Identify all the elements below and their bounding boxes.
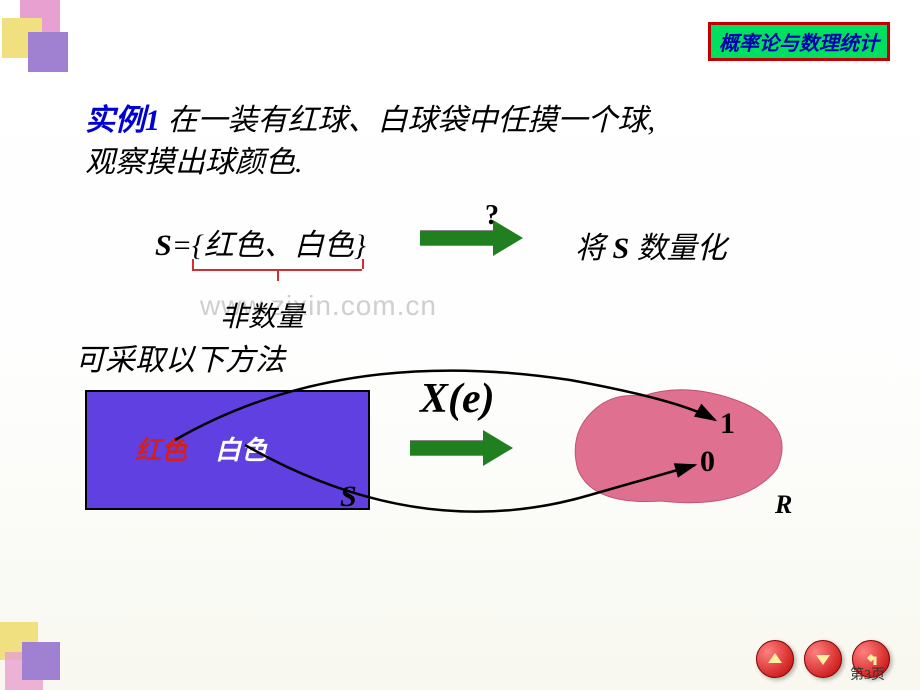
page-number: 第3页	[850, 664, 885, 684]
nav-up-button[interactable]	[756, 640, 794, 678]
value-1: 1	[720, 407, 735, 441]
arrow-2-shaft	[410, 440, 485, 456]
corner-decoration-top	[0, 0, 80, 80]
quantify-post: 数量化	[629, 232, 727, 265]
example-line-2: 观察摸出球颜色.	[85, 137, 303, 181]
method-text: 可采取以下方法	[75, 335, 285, 379]
quantify-text: 将 S 数量化	[575, 223, 727, 267]
quantify-S: S	[613, 232, 630, 265]
S-equals: ={红色、白色}	[172, 229, 366, 262]
bracket-stem	[277, 269, 279, 281]
bracket-right	[362, 259, 364, 269]
nav-down-button[interactable]	[804, 640, 842, 678]
quantify-pre: 将	[575, 232, 613, 265]
value-0: 0	[700, 445, 715, 479]
range-blob	[550, 385, 800, 515]
white-ball-text: 白色	[215, 430, 267, 467]
example-label: 实例1	[85, 104, 160, 137]
red-ball-text: 红色	[135, 430, 187, 467]
arrow-1-shaft	[420, 230, 495, 246]
non-quantity-label: 非数量	[220, 295, 304, 335]
example-text-1: 在一装有红球、白球袋中任摸一个球,	[160, 104, 655, 137]
S-box-label: S	[340, 480, 357, 514]
question-mark: ?	[485, 200, 499, 232]
R-label: R	[775, 490, 792, 520]
corner-decoration-bottom	[0, 620, 80, 690]
S-symbol: S	[155, 229, 172, 262]
example-line-1: 实例1 在一装有红球、白球袋中任摸一个球,	[85, 95, 655, 139]
arrow-2-head	[483, 430, 513, 466]
course-title-badge: 概率论与数理统计	[708, 22, 890, 61]
X-of-e-label: X(e)	[420, 375, 495, 423]
bracket-left	[192, 259, 194, 269]
sample-space-def: S={红色、白色}	[155, 220, 366, 264]
